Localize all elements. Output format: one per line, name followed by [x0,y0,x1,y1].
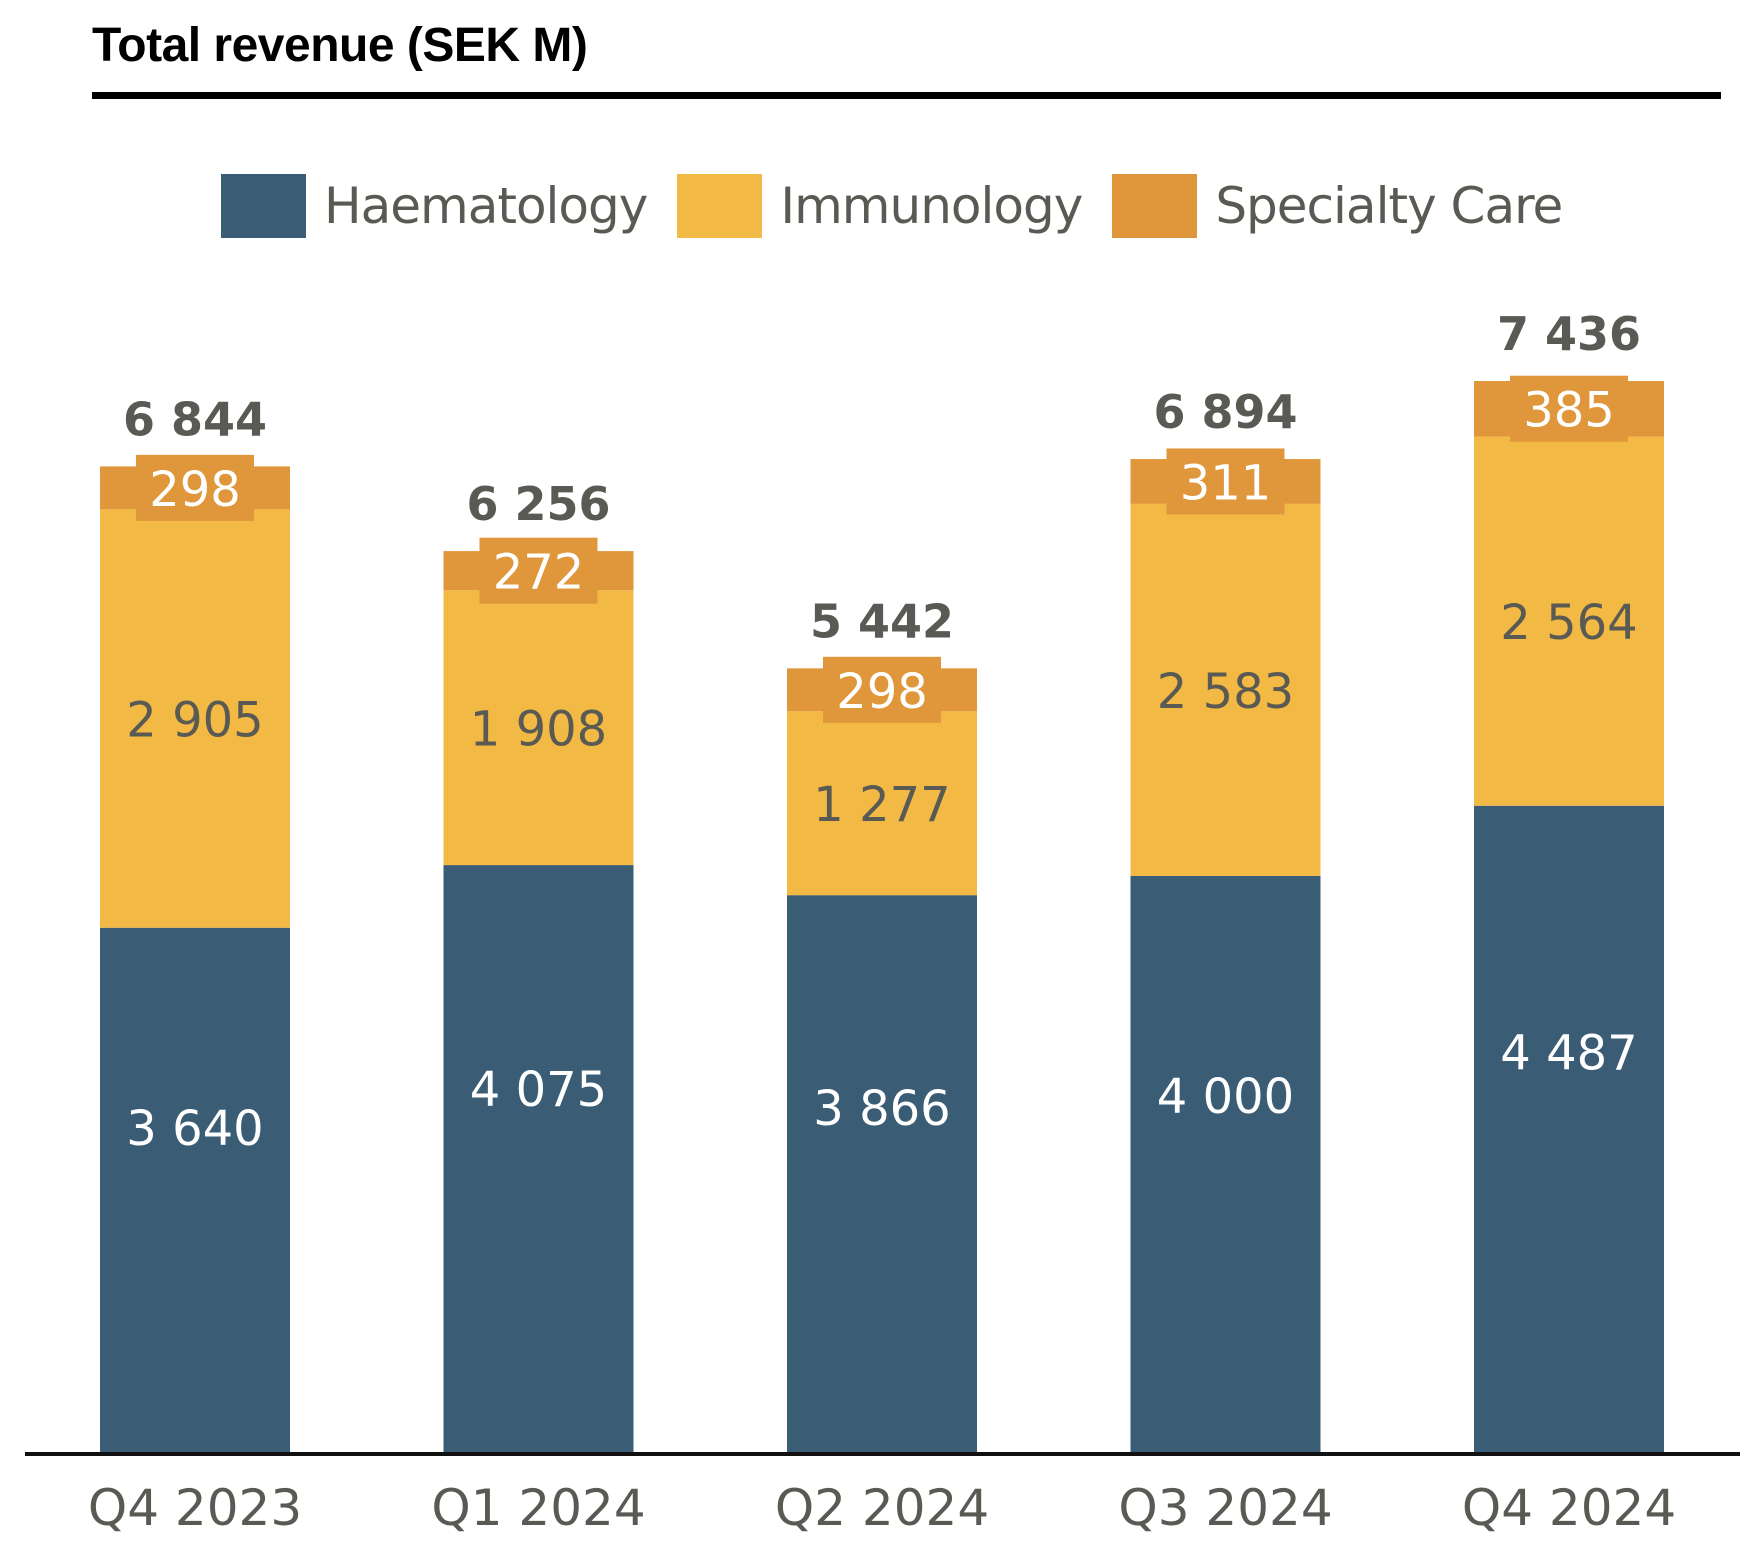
data-label-background-q1-2024 [479,537,598,604]
bar-segment-immunology-q1-2024 [443,590,634,866]
data-label-background-q4-2023 [136,454,254,521]
bar-segment-haematology-q1-2024 [443,865,634,1452]
data-label-specialty-care-q4-2024: 385 [1523,383,1615,439]
total-label-q3-2024: 6 894 [1153,385,1297,439]
data-label-haematology-q2-2024: 3 866 [813,1081,950,1137]
data-label-immunology-q1-2024: 1 908 [470,702,607,758]
bar-segment-haematology-q2-2024 [787,895,977,1452]
x-tick-label-q4-2024: Q4 2024 [1462,1479,1676,1537]
legend-swatch-haematology [221,174,306,238]
bar-segment-immunology-q4-2023 [100,509,290,928]
legend-item-haematology: Haematology [221,174,648,238]
data-label-specialty-care-q3-2024: 311 [1180,455,1272,511]
x-tick-label-q1-2024: Q1 2024 [431,1479,645,1537]
x-tick-label-q4-2023: Q4 2023 [88,1479,302,1537]
data-label-haematology-q4-2024: 4 487 [1500,1025,1637,1081]
chart-title: Total revenue (SEK M) [92,19,588,72]
total-label-q2-2024: 5 442 [810,594,954,648]
bar-segment-haematology-q4-2023 [100,927,290,1452]
data-label-specialty-care-q2-2024: 298 [836,664,928,720]
bar-segment-immunology-q4-2024 [1474,436,1664,806]
bar-segment-haematology-q3-2024 [1130,875,1321,1452]
data-label-haematology-q3-2024: 4 000 [1157,1069,1294,1125]
x-tick-label-q3-2024: Q3 2024 [1118,1479,1332,1537]
labels-group: 3 640 2 905 298 6 844 4 075 1 908 272 6 256 3 86… [123,307,1641,1157]
bars-group [100,381,1664,1452]
data-label-immunology-q4-2023: 2 905 [126,693,263,749]
data-label-specialty-care-q4-2023: 298 [149,462,241,518]
legend-label-specialty-care: Specialty Care [1215,177,1563,235]
title-underline [92,92,1721,99]
legend-swatch-immunology [677,174,763,238]
legend: Haematology Immunology Specialty Care [221,174,1592,238]
data-label-haematology-q4-2023: 3 640 [126,1101,263,1157]
data-label-background-q3-2024 [1166,448,1285,515]
legend-item-specialty-care: Specialty Care [1112,174,1563,238]
data-label-background-q2-2024 [823,656,941,723]
data-label-immunology-q4-2024: 2 564 [1500,595,1637,651]
legend-label-haematology: Haematology [324,177,648,235]
total-label-q4-2023: 6 844 [123,392,267,446]
legend-label-immunology: Immunology [780,177,1083,235]
bar-segment-immunology-q2-2024 [787,711,977,896]
x-tick-labels: Q4 2023 Q1 2024 Q2 2024 Q3 2024 Q4 2024 [88,1479,1676,1537]
data-label-immunology-q3-2024: 2 583 [1157,664,1294,720]
total-label-q1-2024: 6 256 [466,477,610,531]
data-label-specialty-care-q1-2024: 272 [493,545,585,601]
data-label-immunology-q2-2024: 1 277 [813,777,950,833]
total-label-q4-2024: 7 436 [1497,307,1641,361]
data-label-haematology-q1-2024: 4 075 [470,1062,607,1118]
x-tick-label-q2-2024: Q2 2024 [775,1479,989,1537]
legend-item-immunology: Immunology [677,174,1083,238]
bar-segment-immunology-q3-2024 [1130,503,1321,876]
data-label-background-q4-2024 [1510,375,1628,442]
bar-segment-haematology-q4-2024 [1474,805,1664,1452]
legend-swatch-specialty-care [1112,174,1198,238]
